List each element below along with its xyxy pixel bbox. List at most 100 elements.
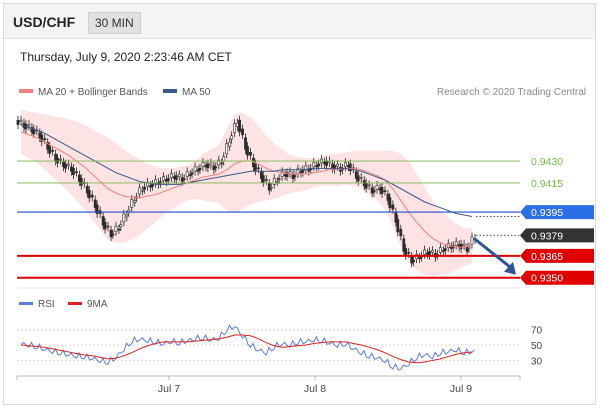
- candle-body: [364, 182, 368, 189]
- candle: [109, 225, 113, 242]
- candle-body: [56, 157, 59, 164]
- rsi-tick-label: 70: [531, 326, 543, 337]
- chart-datetime: Thursday, July 9, 2020 2:23:46 AM CET: [20, 50, 232, 64]
- level-0.9415: 0.9415: [17, 178, 563, 190]
- candle: [217, 155, 221, 170]
- candle: [40, 130, 44, 146]
- candle-body: [151, 184, 154, 187]
- candle-body: [465, 246, 469, 252]
- candle: [93, 195, 97, 213]
- candle-body: [198, 168, 202, 171]
- candle-body: [19, 119, 23, 122]
- candle: [117, 224, 121, 234]
- candle: [272, 174, 276, 189]
- candle: [383, 186, 387, 196]
- candle: [185, 167, 189, 181]
- candle: [267, 179, 271, 195]
- candle: [244, 133, 247, 154]
- x-tick-label: Jul 7: [158, 383, 180, 395]
- candle-body: [228, 141, 232, 147]
- candle: [188, 170, 192, 180]
- legend-swatch-rsi: [19, 302, 33, 305]
- level-0.9350: 0.9350: [17, 270, 594, 285]
- candle-body: [230, 135, 234, 140]
- candle-body: [246, 146, 249, 156]
- candle-body: [256, 167, 260, 170]
- candle-body: [51, 150, 55, 152]
- candle-body: [209, 162, 213, 166]
- candle: [206, 159, 210, 173]
- candle-body: [174, 175, 178, 180]
- candle: [214, 162, 218, 173]
- candle-body: [470, 236, 474, 245]
- x-tick-label: Jul 9: [450, 383, 472, 395]
- timeframe-badge[interactable]: 30 MIN: [88, 12, 141, 34]
- candle: [79, 174, 83, 190]
- candle-body: [201, 162, 205, 168]
- legend-ma50-label: MA 50: [182, 87, 211, 98]
- candle: [159, 177, 162, 188]
- candle-body: [138, 187, 142, 195]
- candle: [151, 180, 154, 191]
- candle-body: [93, 199, 97, 209]
- candle-body: [423, 249, 426, 255]
- candle-body: [367, 184, 371, 187]
- candle-body: [402, 238, 406, 252]
- legend-rsi-label: RSI: [38, 299, 55, 310]
- candle: [418, 252, 422, 264]
- candle-body: [407, 252, 411, 254]
- candle-body: [196, 169, 200, 172]
- candle-body: [244, 137, 247, 150]
- candle-body: [418, 256, 422, 260]
- candle-body: [277, 178, 281, 180]
- candle: [27, 120, 31, 131]
- candle-body: [95, 204, 99, 214]
- candle: [459, 239, 463, 253]
- legend-swatch-ma20: [19, 89, 33, 93]
- candle-body: [206, 163, 210, 169]
- candle-body: [380, 186, 384, 194]
- candle-body: [59, 158, 62, 161]
- candle: [285, 168, 289, 181]
- candle: [399, 224, 403, 241]
- candle-body: [275, 181, 279, 183]
- ma50-line: [20, 124, 473, 217]
- candle-body: [285, 172, 289, 177]
- rsi-tick-label: 50: [531, 341, 543, 352]
- candle-body: [106, 225, 110, 228]
- candle-body: [293, 175, 297, 177]
- candle: [46, 138, 50, 154]
- candle-body: [404, 248, 408, 256]
- candle-body: [169, 173, 173, 178]
- candle-body: [441, 250, 445, 252]
- candle-body: [27, 124, 31, 127]
- x-axis: Jul 7 Jul 8 Jul 9: [16, 375, 521, 395]
- candle-body: [159, 181, 162, 184]
- candle-body: [269, 186, 273, 189]
- level-0.9379: 0.9379: [476, 228, 594, 243]
- candle-body: [130, 199, 134, 208]
- candle: [269, 182, 273, 192]
- candle: [59, 154, 62, 165]
- candle-body: [431, 250, 434, 253]
- candle-body: [79, 178, 83, 186]
- candle-body: [249, 151, 252, 156]
- level-0.9430: 0.9430: [17, 156, 563, 168]
- candle: [438, 243, 442, 257]
- candle-body: [40, 134, 44, 142]
- candle-body: [264, 179, 268, 181]
- price-plot-area: [16, 110, 477, 277]
- candle: [85, 181, 89, 198]
- candle-body: [304, 165, 308, 170]
- candle-body: [114, 225, 118, 232]
- candle-body: [267, 183, 271, 191]
- candle-body: [101, 216, 105, 226]
- candle-body: [325, 160, 328, 166]
- level-tag: [520, 205, 594, 220]
- candle: [402, 234, 406, 256]
- candle-body: [462, 243, 466, 246]
- candle-body: [182, 178, 186, 180]
- candle: [111, 229, 115, 239]
- candle: [293, 171, 297, 181]
